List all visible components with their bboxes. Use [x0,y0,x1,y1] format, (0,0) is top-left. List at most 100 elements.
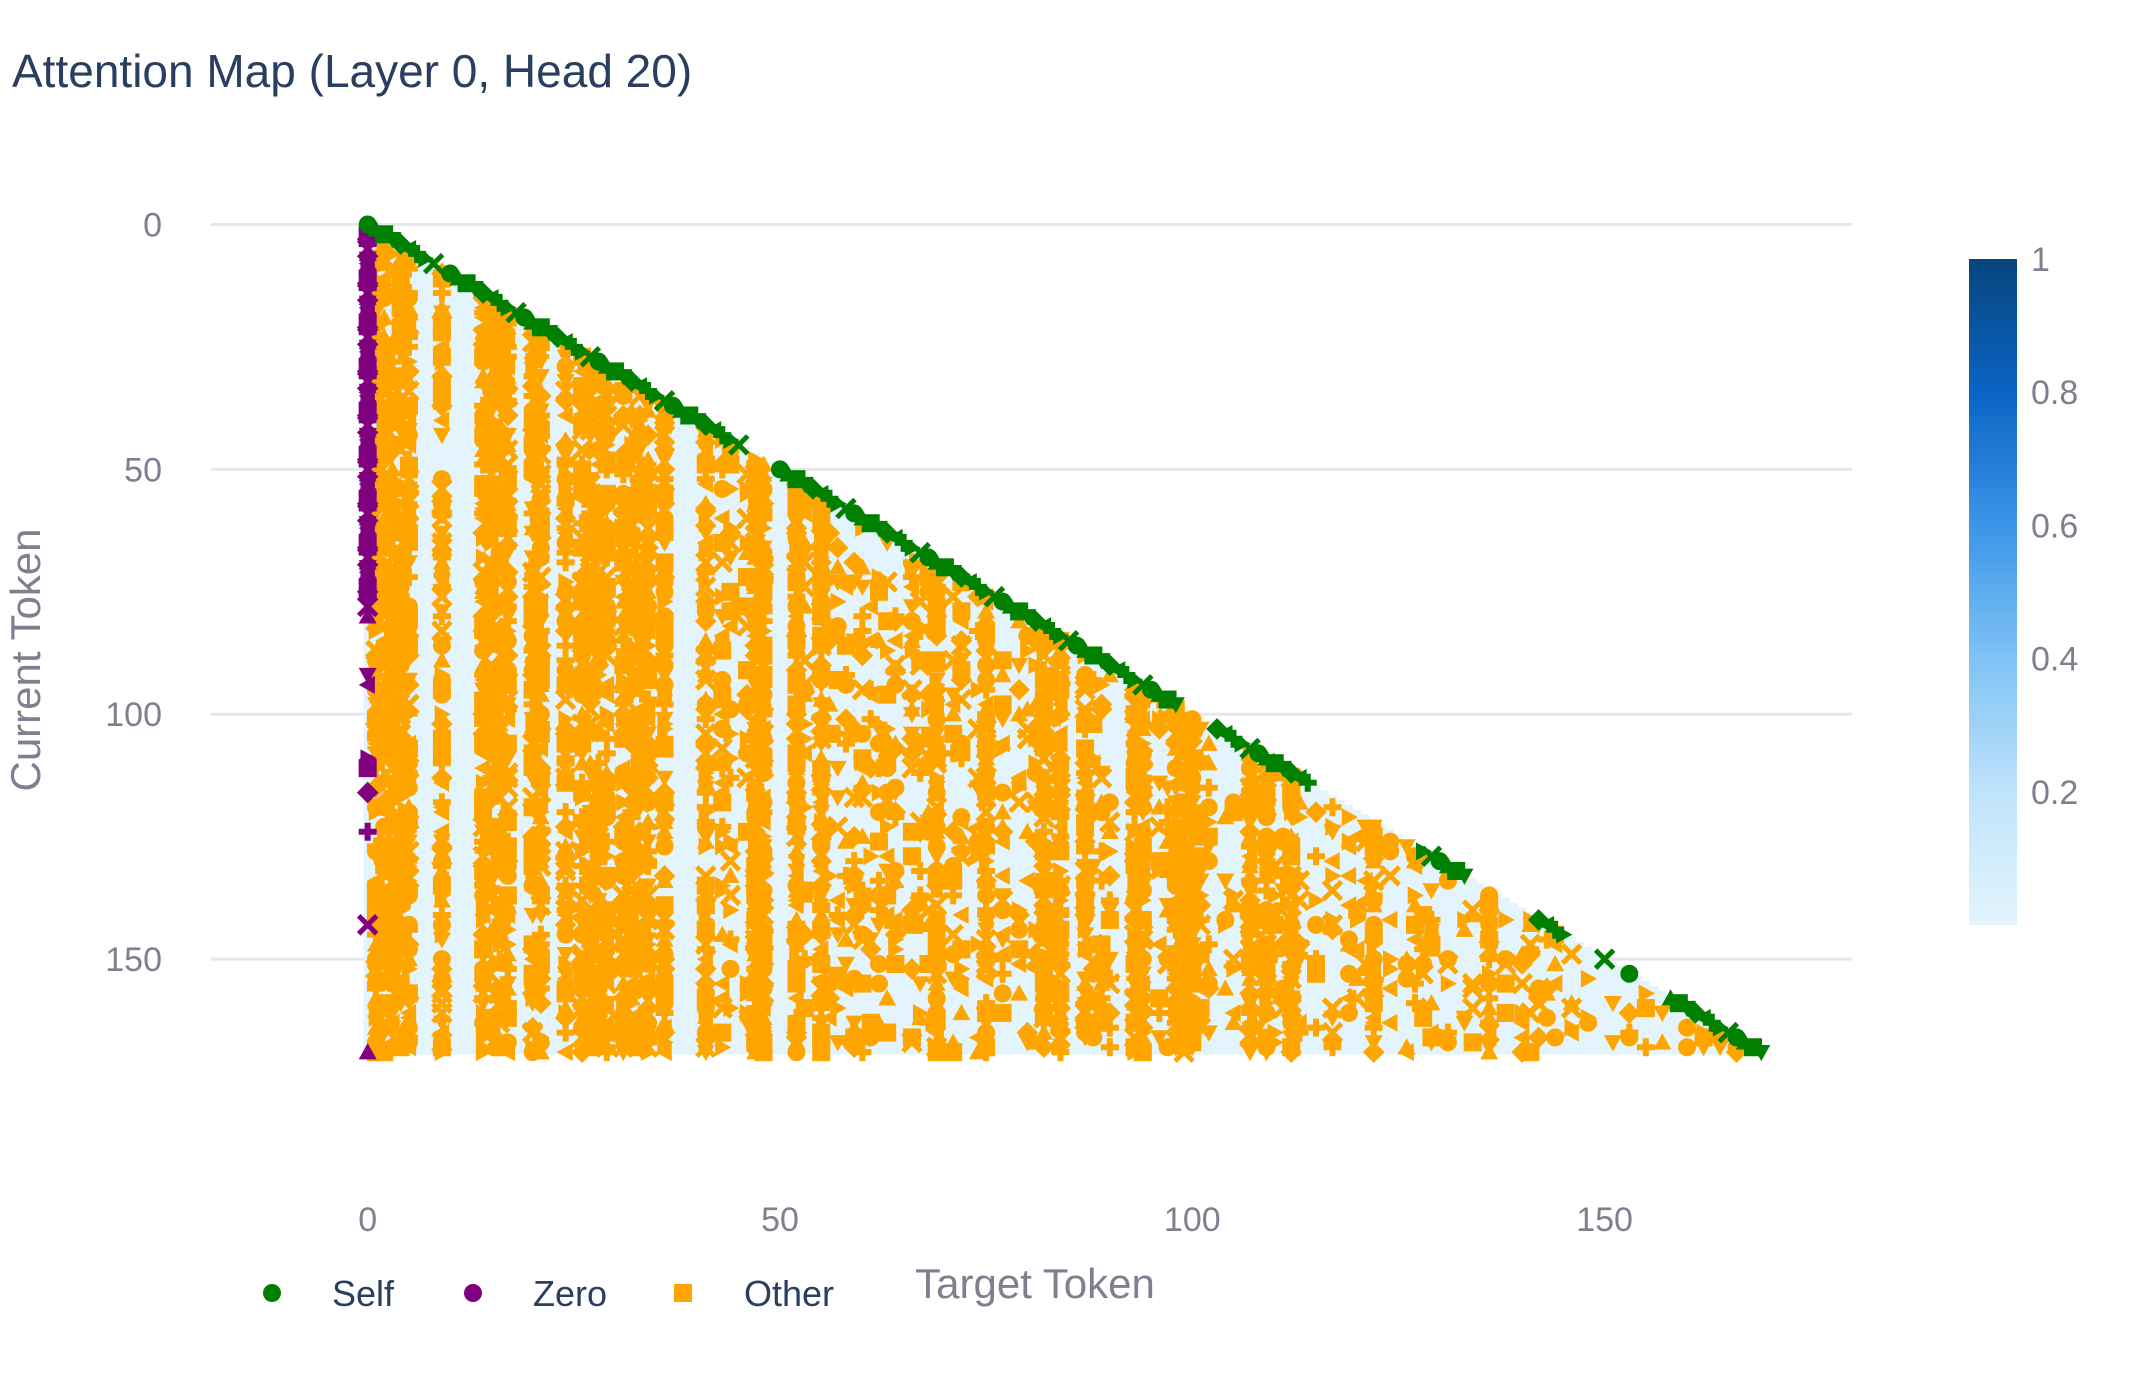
other-point [1125,861,1144,880]
other-point [1341,808,1358,827]
legend-item-self[interactable]: Self [263,1273,395,1314]
other-point [632,861,649,880]
other-point [391,342,410,361]
other-point [1092,959,1111,978]
other-point [1008,791,1030,814]
other-point [383,352,402,371]
other-point [787,832,804,851]
x-tick-label: 150 [1576,1201,1633,1239]
self-point [490,293,509,312]
other-point [530,443,552,466]
other-point [721,602,740,621]
other-point [950,629,973,652]
other-point [822,866,839,885]
other-point [1305,801,1327,823]
other-point [911,621,930,640]
other-point [597,778,616,797]
other-point [1288,869,1311,892]
other-point [432,584,451,601]
x-tick-label: 100 [1164,1201,1221,1239]
other-point [1257,871,1276,890]
other-point [1100,969,1119,988]
other-point [531,739,549,758]
other-point [944,871,963,890]
other-point [383,1005,402,1022]
other-point [695,669,717,691]
legend-item-zero[interactable]: Zero [464,1273,607,1314]
other-point [1199,754,1218,771]
other-point [950,669,973,691]
other-point [587,522,610,544]
other-point [655,871,674,888]
other-point [853,881,872,900]
other-point [927,656,946,673]
colorbar [1969,259,2017,925]
legend-item-other[interactable]: Other [674,1273,834,1314]
other-point [836,675,855,694]
self-point [894,533,913,552]
other-point [752,904,775,926]
other-point [1397,1043,1414,1062]
self-point [1620,964,1639,983]
other-point [944,687,963,704]
other-point [696,940,715,959]
other-point [950,845,973,868]
other-point [993,832,1010,851]
other-point [530,855,552,877]
self-point [795,476,814,494]
other-point [721,617,738,636]
self-point [540,325,559,342]
other-point [1381,842,1400,861]
other-point [498,612,517,631]
other-point [977,602,996,619]
other-point [1288,889,1311,912]
other-point [431,713,453,735]
other-point [721,455,740,474]
other-point [1076,842,1095,861]
other-point [484,533,501,552]
other-point [399,555,418,572]
other-point [383,509,402,528]
other-point [1020,641,1037,660]
other-point [1323,852,1340,871]
other-point [556,773,575,792]
other-point [995,739,1012,758]
other-point [653,1021,676,1044]
other-point [1321,918,1344,941]
other-point [431,585,453,608]
other-point [977,739,996,758]
other-point [655,930,674,947]
self-point [472,282,494,304]
other-point [1579,1013,1598,1032]
other-point [583,406,600,425]
other-point [901,1031,923,1054]
other-point [1199,798,1218,817]
other-point [398,644,420,667]
other-point [554,507,577,530]
other-point [1133,719,1152,737]
other-point [713,626,730,645]
other-point [1498,910,1515,929]
other-point [1546,974,1563,993]
other-point [1011,778,1029,797]
other-point [1407,886,1424,905]
other-point [876,571,898,593]
other-point [573,621,592,640]
other-point [630,959,649,978]
other-point [993,1003,1012,1022]
other-point [1480,1013,1499,1032]
other-point [597,460,616,479]
other-point [554,860,577,882]
other-point [1051,842,1070,861]
other-point [927,783,946,802]
other-point [952,979,969,998]
other-point [975,953,997,975]
other-point [1364,1018,1383,1037]
other-point [597,871,616,890]
other-point [1265,915,1284,934]
other-point [474,945,493,964]
other-point [1241,837,1260,856]
other-point [1636,1038,1655,1057]
other-point [1339,866,1357,885]
